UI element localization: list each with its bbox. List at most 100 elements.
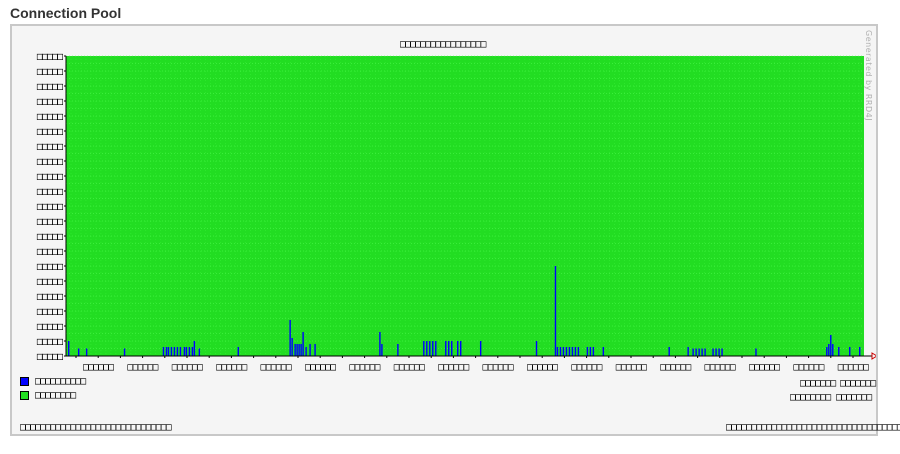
y-tick-label: □□□□□: [37, 172, 63, 183]
data-bar: [695, 348, 697, 356]
data-bar: [692, 348, 694, 356]
x-tick-label: □□□□□□: [394, 362, 425, 373]
x-tick-label: □□□□□□: [838, 362, 869, 373]
y-tick-label: □□□□□: [37, 157, 63, 168]
y-tick-label: □□□□□: [37, 217, 63, 228]
x-tick-label: □□□□□□: [793, 362, 824, 373]
data-bar: [381, 344, 383, 356]
chart-title: □□□□□□□□□□□□□□□□□: [400, 39, 486, 50]
y-tick-label: □□□□□: [37, 307, 63, 318]
legend-swatch: [20, 377, 29, 386]
y-tick-label: □□□□□: [37, 262, 63, 273]
data-bar: [302, 332, 304, 356]
legend-label: □□□□□□□□□□: [35, 376, 86, 387]
x-tick-label: □□□□□□: [483, 362, 514, 373]
stat-value: □□□□□□□: [836, 392, 872, 403]
data-bar: [309, 344, 311, 356]
data-bar: [179, 347, 182, 356]
data-bar: [568, 347, 571, 356]
stat-value: □□□□□□□□: [790, 392, 831, 403]
data-bar: [718, 348, 720, 356]
data-bar: [592, 347, 595, 356]
x-tick-label: □□□□□□: [83, 362, 114, 373]
data-bar: [445, 341, 447, 356]
data-bar: [162, 347, 165, 356]
data-bar: [559, 347, 562, 356]
y-tick-label: □□□□□: [37, 277, 63, 288]
data-bar: [535, 341, 538, 356]
y-tick-label: □□□□□: [37, 247, 63, 258]
data-bar: [165, 347, 168, 356]
data-bar: [198, 348, 201, 356]
data-bar: [77, 348, 80, 356]
data-bar: [167, 347, 170, 356]
x-tick-label: □□□□□□: [616, 362, 647, 373]
data-bar: [191, 347, 194, 356]
data-bar: [294, 344, 296, 356]
y-tick-label: □□□□□: [37, 187, 63, 198]
data-bar: [589, 347, 592, 356]
data-bar: [379, 332, 381, 356]
x-tick-label: □□□□□□: [705, 362, 736, 373]
data-bar: [237, 347, 239, 356]
y-tick-label: □□□□□: [37, 232, 63, 243]
watermark: Generated by RRD4J: [864, 30, 873, 122]
data-bar: [176, 347, 179, 356]
data-bar: [698, 348, 700, 356]
data-bar: [556, 347, 559, 356]
stat-value: □□□□□□□: [840, 378, 876, 389]
data-bar: [457, 341, 459, 356]
x-tick-label: □□□□□□: [216, 362, 247, 373]
data-bar: [193, 341, 196, 356]
data-bar: [397, 344, 399, 356]
page-title: Connection Pool: [10, 5, 122, 21]
legend-item: □□□□□□□□: [20, 390, 76, 401]
x-tick-label: □□□□□□: [527, 362, 558, 373]
footer-left-text: □□□□□□□□□□□□□□□□□□□□□□□□□□□□□□: [20, 422, 172, 433]
x-tick-label: □□□□□□: [438, 362, 469, 373]
data-bar: [687, 347, 689, 356]
data-bar: [429, 341, 431, 356]
data-bar: [85, 348, 88, 356]
chart-panel: □□□□□ □□□□□ □□□□□ □□□□□ □□□□□ □□□□□ □□□□□ □□□□□…: [10, 24, 900, 436]
data-bar: [423, 341, 425, 356]
data-bar: [832, 344, 834, 356]
legend-item: □□□□□□□□□□: [20, 376, 86, 387]
data-bar: [586, 347, 589, 356]
data-bar: [479, 341, 482, 356]
data-bar: [826, 347, 828, 356]
data-bar: [828, 344, 830, 356]
x-tick-label: □□□□□□: [305, 362, 336, 373]
data-bar: [188, 347, 191, 356]
x-tick-label: □□□□□□: [571, 362, 602, 373]
x-tick-label: □□□□□□: [172, 362, 203, 373]
data-bar: [571, 347, 574, 356]
data-bar: [715, 348, 717, 356]
data-bar: [435, 341, 437, 356]
connection-pool-chart: □□□□□□□□□□□□□□□□□□□□□□□□□□□□□□□□□□□□□□□□…: [37, 52, 876, 373]
y-tick-label: □□□□□: [37, 292, 63, 303]
data-bar: [291, 338, 293, 356]
data-bar: [704, 348, 706, 356]
data-bar: [185, 347, 188, 356]
y-tick-label: □□□□□: [37, 202, 63, 213]
data-bar: [554, 266, 557, 356]
data-bar: [830, 335, 832, 356]
legend-swatch: [20, 391, 29, 400]
x-tick-label: □□□□□□: [660, 362, 691, 373]
data-bar: [859, 347, 861, 356]
data-bar: [562, 347, 565, 356]
data-bar: [712, 348, 714, 356]
data-bar: [123, 348, 126, 356]
data-bar: [67, 341, 70, 356]
data-bar: [838, 347, 840, 356]
data-bar: [755, 348, 757, 356]
data-bar: [314, 344, 316, 356]
data-bar: [574, 347, 577, 356]
y-tick-label: □□□□□: [37, 52, 63, 63]
data-bar: [170, 347, 173, 356]
data-bar: [173, 347, 176, 356]
data-bar: [300, 344, 302, 356]
data-bar: [565, 347, 568, 356]
data-bar: [296, 344, 298, 356]
